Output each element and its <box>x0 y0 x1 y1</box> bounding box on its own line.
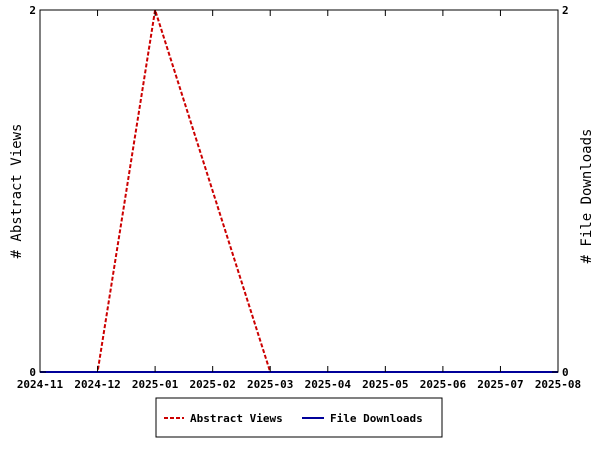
legend: Abstract Views File Downloads <box>155 397 443 438</box>
x-tick-label: 2025-01 <box>132 378 179 391</box>
x-tick-label: 2025-06 <box>420 378 467 391</box>
legend-label-file-downloads: File Downloads <box>330 412 423 425</box>
legend-box <box>155 397 443 438</box>
x-tick-label: 2024-11 <box>17 378 64 391</box>
x-tick-label: 2025-05 <box>362 378 408 391</box>
x-tick-label: 2025-07 <box>477 378 523 391</box>
y-axis-title-left: # Abstract Views <box>9 124 25 259</box>
x-tick-label: 2025-03 <box>247 378 293 391</box>
x-tick-label: 2025-02 <box>189 378 235 391</box>
tick-layer: 2024-11 2024-12 2025-01 2025-02 2025-03 2025-… <box>17 4 581 391</box>
y-tick-label-right: 2 <box>562 4 569 17</box>
legend-label-abstract-views: Abstract Views <box>190 412 283 425</box>
y-tick-label-right: 0 <box>562 366 569 379</box>
series-layer <box>40 9 558 373</box>
y-axis-title-right: # File Downloads <box>579 129 595 264</box>
x-tick-label: 2024-12 <box>74 378 120 391</box>
plot-area <box>39 9 559 373</box>
y-tick-label-left: 2 <box>29 4 36 17</box>
y-tick-label-left: 0 <box>29 366 36 379</box>
x-tick-label: 2025-08 <box>535 378 581 391</box>
x-tick-label: 2025-04 <box>305 378 352 391</box>
